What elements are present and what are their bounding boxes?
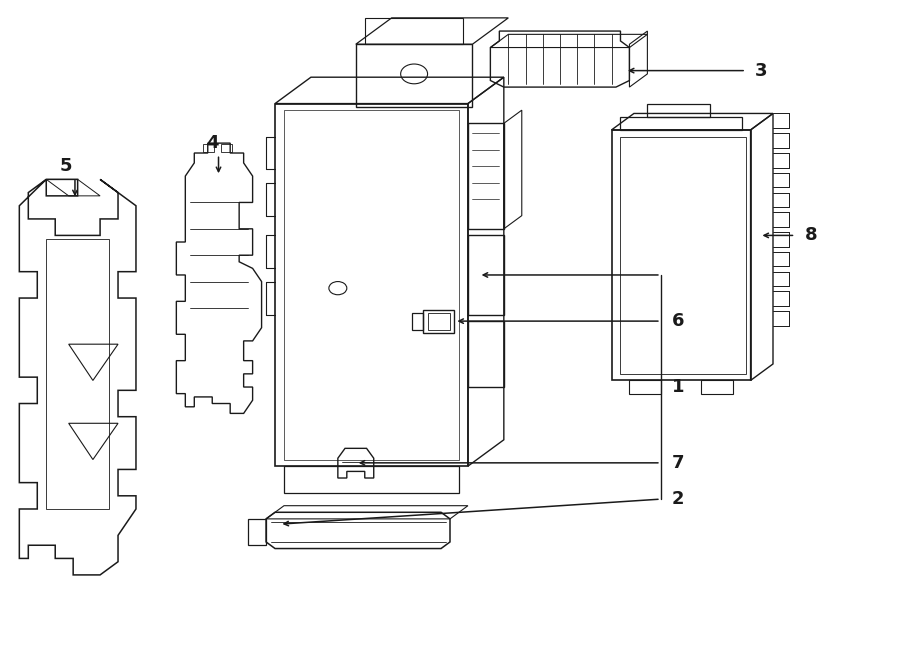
Text: 7: 7 — [671, 454, 684, 472]
Text: 2: 2 — [671, 490, 684, 508]
Bar — [701, 381, 733, 394]
Bar — [468, 236, 504, 314]
Bar — [620, 136, 746, 374]
Text: 6: 6 — [671, 312, 684, 330]
Text: 3: 3 — [755, 62, 768, 79]
Bar — [423, 310, 454, 333]
Bar — [611, 130, 751, 381]
Bar — [275, 103, 468, 466]
Bar — [629, 381, 661, 394]
Bar — [284, 110, 459, 459]
Text: 1: 1 — [671, 378, 684, 396]
Bar — [203, 144, 214, 152]
Bar — [468, 123, 504, 229]
Bar — [468, 321, 504, 387]
Bar — [428, 313, 450, 330]
Bar — [364, 18, 464, 44]
Text: 5: 5 — [59, 157, 72, 175]
Text: 4: 4 — [206, 134, 219, 152]
Text: 8: 8 — [805, 226, 817, 244]
Bar — [356, 44, 472, 107]
Bar — [221, 144, 232, 152]
